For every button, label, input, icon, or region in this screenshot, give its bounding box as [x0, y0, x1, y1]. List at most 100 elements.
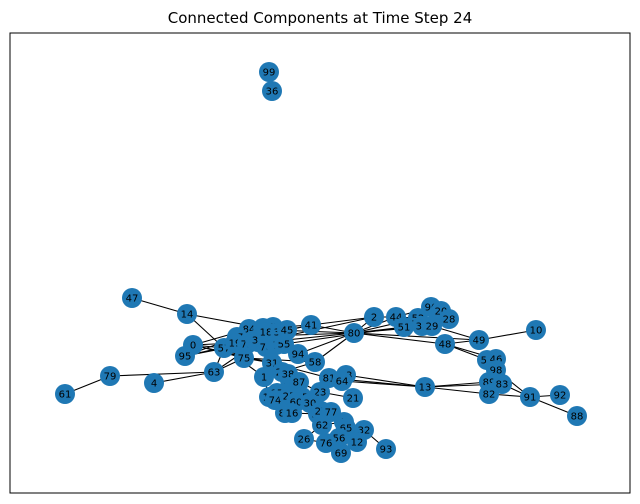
node-label: 36: [266, 87, 279, 98]
node-91[interactable]: 91: [520, 387, 540, 407]
node-circle: [435, 334, 455, 354]
node-label: 91: [524, 393, 537, 404]
node-circle: [364, 307, 384, 327]
node-label: 38: [282, 370, 295, 381]
node-circle: [55, 384, 75, 404]
node-94[interactable]: 94: [288, 344, 308, 364]
node-63[interactable]: 63: [204, 362, 224, 382]
node-69[interactable]: 69: [331, 443, 351, 463]
edge-79-63: [109, 371, 215, 377]
node-4[interactable]: 4: [144, 373, 164, 393]
node-87[interactable]: 87: [289, 372, 309, 392]
node-label: 2: [371, 313, 377, 324]
edge-64-13: [341, 380, 426, 388]
node-61[interactable]: 61: [55, 384, 75, 404]
node-58[interactable]: 58: [305, 352, 325, 372]
node-label: 89: [483, 378, 496, 389]
edge-80-49: [353, 332, 480, 341]
node-label: 26: [298, 435, 311, 446]
node-circle: [288, 344, 308, 364]
edge-80-48: [353, 332, 446, 345]
node-label: 83: [496, 380, 509, 391]
node-label: 84: [243, 325, 256, 336]
node-64[interactable]: 64: [332, 371, 352, 391]
node-62[interactable]: 62: [312, 415, 332, 435]
node-circle: [256, 322, 276, 342]
node-21[interactable]: 21: [343, 388, 363, 408]
node-label: 64: [336, 377, 349, 388]
node-79[interactable]: 79: [100, 366, 120, 386]
node-circle: [479, 384, 499, 404]
node-circle: [343, 388, 363, 408]
node-label: 41: [305, 321, 318, 332]
node-circle: [347, 432, 367, 452]
node-label: 87: [293, 378, 306, 389]
node-36[interactable]: 36: [262, 81, 282, 101]
node-circle: [567, 406, 587, 426]
node-88[interactable]: 88: [567, 406, 587, 426]
node-label: 31: [266, 359, 279, 370]
node-49[interactable]: 49: [469, 330, 489, 350]
node-label: 10: [530, 326, 543, 337]
node-92[interactable]: 92: [550, 385, 570, 405]
node-label: 20: [435, 307, 448, 318]
node-label: 28: [443, 315, 456, 326]
node-18[interactable]: 18: [256, 322, 276, 342]
edge-13-82: [424, 386, 490, 395]
node-2[interactable]: 2: [364, 307, 384, 327]
node-circle: [122, 288, 142, 308]
node-circle: [144, 373, 164, 393]
node-label: 88: [571, 412, 584, 423]
node-45[interactable]: 45: [277, 320, 297, 340]
node-label: 79: [104, 372, 117, 383]
node-13[interactable]: 13: [415, 377, 435, 397]
node-95[interactable]: 95: [175, 346, 195, 366]
node-10[interactable]: 10: [526, 320, 546, 340]
node-circle: [332, 371, 352, 391]
plot-frame: [9, 32, 631, 494]
nodes-layer: 9936471409579614635775846719734071723787…: [55, 62, 587, 463]
node-28[interactable]: 28: [439, 309, 459, 329]
node-circle: [422, 316, 442, 336]
figure-title: Connected Components at Time Step 24: [168, 9, 473, 27]
node-circle: [204, 362, 224, 382]
node-41[interactable]: 41: [301, 315, 321, 335]
node-label: 13: [419, 383, 432, 394]
node-label: 44: [390, 313, 403, 324]
edge-41-2: [310, 316, 375, 326]
node-label: 61: [59, 390, 72, 401]
node-12[interactable]: 12: [347, 432, 367, 452]
node-label: 95: [179, 352, 192, 363]
node-circle: [301, 315, 321, 335]
node-99[interactable]: 99: [259, 62, 279, 82]
node-93[interactable]: 93: [376, 439, 396, 459]
node-circle: [376, 439, 396, 459]
node-label: 60: [290, 398, 303, 409]
edge-63-4: [153, 371, 215, 384]
node-14[interactable]: 14: [177, 304, 197, 324]
node-label: 74: [269, 396, 282, 407]
node-label: 96: [425, 303, 438, 314]
node-circle: [262, 81, 282, 101]
node-label: 29: [426, 322, 439, 333]
node-80[interactable]: 80: [344, 323, 364, 343]
node-76[interactable]: 76: [316, 433, 336, 453]
node-label: 18: [260, 328, 273, 339]
node-29[interactable]: 29: [422, 316, 442, 336]
node-1[interactable]: 1: [254, 367, 274, 387]
node-circle: [550, 385, 570, 405]
node-16[interactable]: 16: [282, 403, 302, 423]
node-label: 16: [286, 409, 299, 420]
node-circle: [439, 309, 459, 329]
node-circle: [294, 429, 314, 449]
node-26[interactable]: 26: [294, 429, 314, 449]
node-48[interactable]: 48: [435, 334, 455, 354]
node-label: 14: [181, 310, 194, 321]
node-label: 35: [416, 322, 429, 333]
node-label: 32: [358, 426, 371, 437]
node-47[interactable]: 47: [122, 288, 142, 308]
node-label: 94: [292, 350, 305, 361]
node-label: 98: [490, 366, 503, 377]
node-82[interactable]: 82: [479, 384, 499, 404]
node-label: 12: [351, 438, 364, 449]
